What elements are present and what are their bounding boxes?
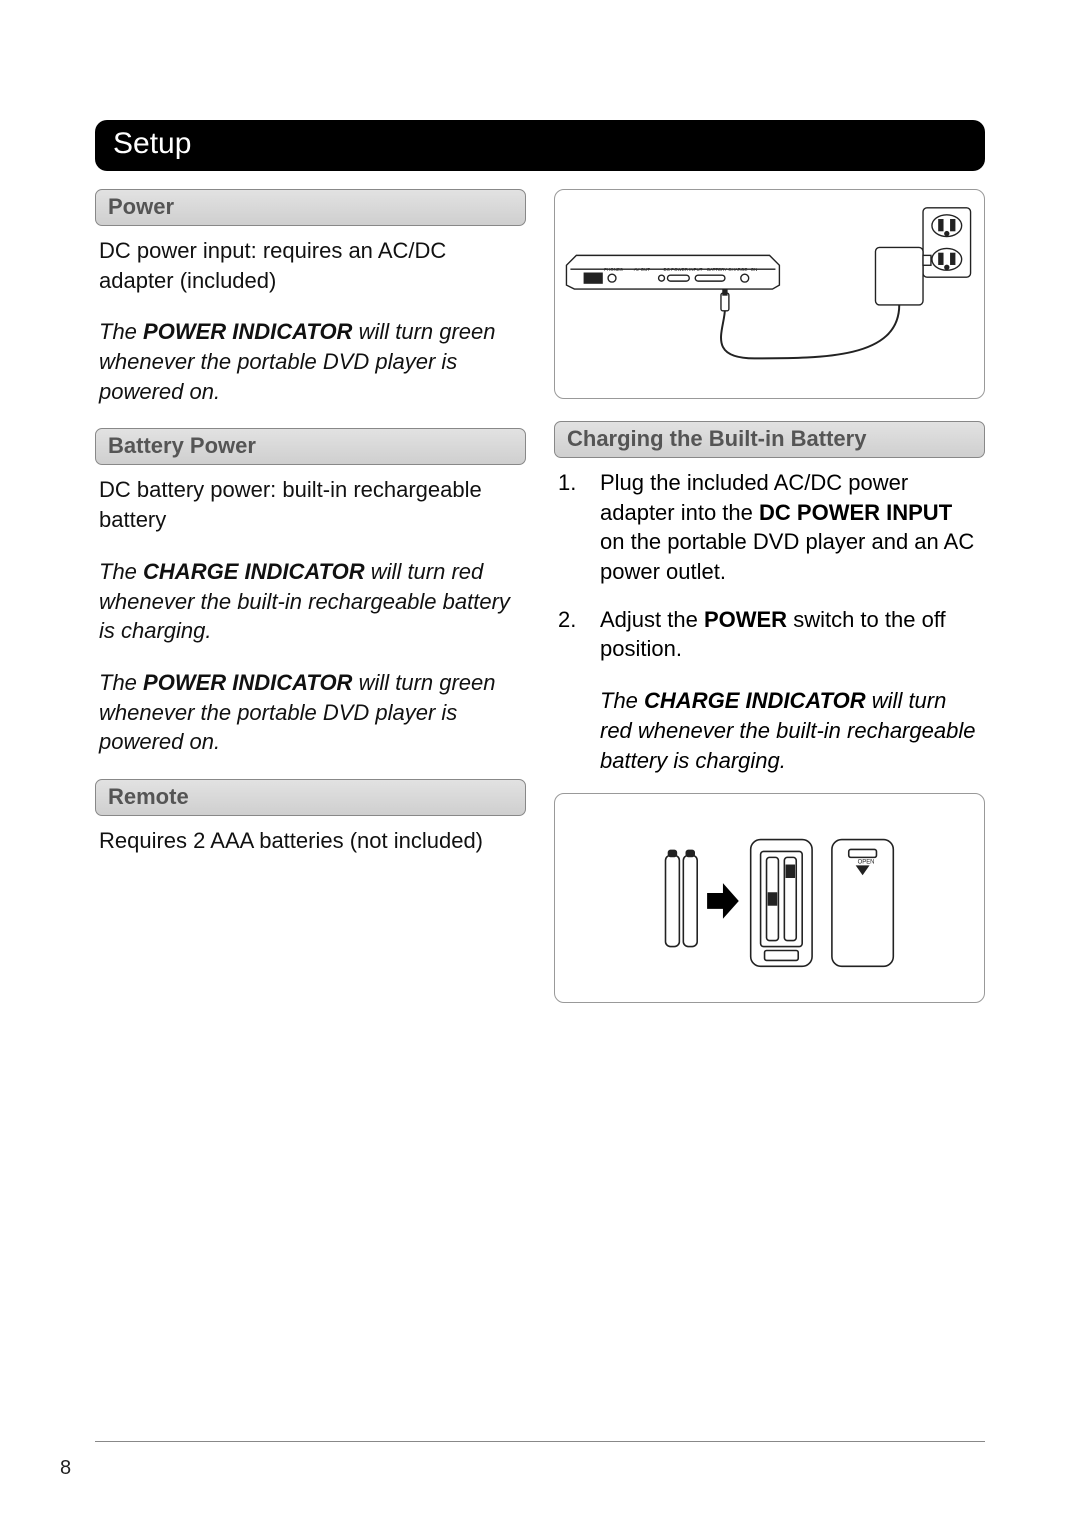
charging-steps: Plug the included AC/DC power adapter in… xyxy=(554,468,985,775)
charging-step-2: Adjust the POWER switch to the off posit… xyxy=(558,605,981,775)
footer-rule xyxy=(95,1441,985,1442)
power-note-pre: The xyxy=(99,319,143,344)
dvd-player-adapter-icon: PHONES AV OUT DC POWER INPUT BATTERY CHA… xyxy=(555,190,984,398)
battery-note2-bold: POWER INDICATOR xyxy=(143,670,352,695)
section-heading-remote: Remote xyxy=(95,779,526,816)
step2-a: Adjust the xyxy=(600,607,704,632)
section-heading-power: Power xyxy=(95,189,526,226)
charging-step-1: Plug the included AC/DC power adapter in… xyxy=(558,468,981,587)
label-on: ON xyxy=(751,267,758,272)
remote-battery-icon: OPEN xyxy=(555,794,984,1002)
power-note: The POWER INDICATOR will turn green when… xyxy=(95,317,526,406)
label-phones: PHONES xyxy=(604,267,623,272)
label-dcpower: DC POWER INPUT xyxy=(664,267,703,272)
power-body: DC power input: requires an AC/DC adapte… xyxy=(95,236,526,295)
label-avout: AV OUT xyxy=(634,267,650,272)
step2-note: The CHARGE INDICATOR will turn red whene… xyxy=(600,686,981,775)
section-heading-charging: Charging the Built-in Battery xyxy=(554,421,985,458)
step1-b: on the portable DVD player and an AC pow… xyxy=(600,529,974,584)
section-heading-battery: Battery Power xyxy=(95,428,526,465)
page-number: 8 xyxy=(60,1457,71,1480)
two-column-layout: Power DC power input: requires an AC/DC … xyxy=(95,189,985,1003)
remote-batteries-illustration: OPEN xyxy=(554,793,985,1003)
power-connection-illustration: PHONES AV OUT DC POWER INPUT BATTERY CHA… xyxy=(554,189,985,399)
power-note-bold: POWER INDICATOR xyxy=(143,319,352,344)
battery-note2-pre: The xyxy=(99,670,143,695)
battery-note1-bold: CHARGE INDICATOR xyxy=(143,559,365,584)
label-open: OPEN xyxy=(858,860,875,866)
step1-bold: DC POWER INPUT xyxy=(759,500,952,525)
left-column: Power DC power input: requires an AC/DC … xyxy=(95,189,526,1003)
right-column: PHONES AV OUT DC POWER INPUT BATTERY CHA… xyxy=(554,189,985,1003)
battery-note-2: The POWER INDICATOR will turn green when… xyxy=(95,668,526,757)
page-title: Setup xyxy=(95,120,985,171)
battery-note1-pre: The xyxy=(99,559,143,584)
battery-body: DC battery power: built-in rechargeable … xyxy=(95,475,526,534)
step2-note-bold: CHARGE INDICATOR xyxy=(644,688,866,713)
step2-note-pre: The xyxy=(600,688,644,713)
remote-body: Requires 2 AAA batteries (not included) xyxy=(95,826,526,856)
battery-note-1: The CHARGE INDICATOR will turn red whene… xyxy=(95,557,526,646)
step2-bold: POWER xyxy=(704,607,787,632)
label-battcharge: BATTERY CHARGE xyxy=(707,267,747,272)
